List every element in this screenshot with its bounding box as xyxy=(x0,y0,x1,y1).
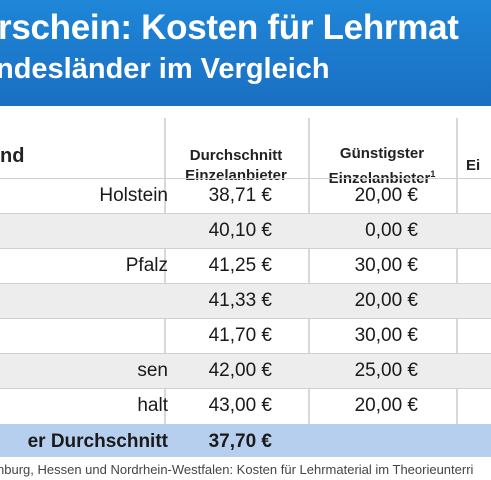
footnote-text: nburg, Hessen und Nordrhein-Westfalen: K… xyxy=(0,462,474,477)
state-name-cell xyxy=(0,318,168,353)
row-divider xyxy=(0,283,491,284)
average-price-cell: 38,71 € xyxy=(208,185,272,206)
table-row: Holstein 38,71 € 20,00 € xyxy=(0,178,491,213)
row-divider xyxy=(0,213,491,214)
table-row: 41,33 € 20,00 € xyxy=(0,283,491,318)
state-name-cell: Holstein xyxy=(99,185,168,206)
cheapest-price-cell: 0,00 € xyxy=(365,220,418,241)
average-price-cell: 43,00 € xyxy=(208,395,272,416)
row-divider xyxy=(0,318,491,319)
header-average-label: Durchschnitt Einzelanbieter xyxy=(185,147,287,184)
header-average-single-provider: Durchschnitt Einzelanbieter xyxy=(172,136,300,196)
header-land: nd xyxy=(0,145,25,167)
cheapest-price-cell: 30,00 € xyxy=(354,325,418,346)
footnote-marker: 1 xyxy=(430,168,436,179)
average-price-cell: 41,70 € xyxy=(208,325,272,346)
page-subtitle: ndesländer im Vergleich xyxy=(0,53,330,85)
table-row: halt 43,00 € 20,00 € xyxy=(0,388,491,423)
comparison-table: nd Durchschnitt Einzelanbieter Günstigst… xyxy=(0,118,491,457)
table-row: Pfalz 41,25 € 30,00 € xyxy=(0,248,491,283)
state-name-cell: halt xyxy=(137,395,168,416)
table-row: sen 42,00 € 25,00 € xyxy=(0,353,491,388)
row-divider xyxy=(0,178,491,179)
cheapest-price-cell: 20,00 € xyxy=(354,395,418,416)
table-row: 40,10 € 0,00 € xyxy=(0,213,491,248)
row-divider xyxy=(0,248,491,249)
state-name-cell: Pfalz xyxy=(125,255,168,276)
state-name-cell: sen xyxy=(137,360,168,381)
row-divider xyxy=(0,388,491,389)
footnote: nburg, Hessen und Nordrhein-Westfalen: K… xyxy=(0,459,491,480)
average-price-cell: 40,10 € xyxy=(208,220,272,241)
row-divider xyxy=(0,353,491,354)
cheapest-price-cell: 30,00 € xyxy=(354,255,418,276)
average-price-cell: 41,25 € xyxy=(208,255,272,276)
average-cheapest-cell xyxy=(318,424,418,457)
page-title: rschein: Kosten für Lehrmat xyxy=(0,8,459,47)
cheapest-price-cell: 20,00 € xyxy=(354,290,418,311)
average-price-cell: 42,00 € xyxy=(208,360,272,381)
title-banner: rschein: Kosten für Lehrmat ndesländer i… xyxy=(0,0,491,106)
average-row: er Durchschnitt 37,70 € xyxy=(0,424,491,457)
cheapest-price-cell: 25,00 € xyxy=(354,360,418,381)
average-value-cell: 37,70 € xyxy=(208,431,272,452)
header-truncated: Ei xyxy=(466,157,481,174)
table-row: 41,70 € 30,00 € xyxy=(0,318,491,353)
cheapest-price-cell: 20,00 € xyxy=(354,185,418,206)
state-name-cell xyxy=(0,283,168,318)
state-name-cell xyxy=(0,213,168,248)
average-price-cell: 41,33 € xyxy=(208,290,272,311)
average-label-cell: er Durchschnitt xyxy=(27,431,168,452)
